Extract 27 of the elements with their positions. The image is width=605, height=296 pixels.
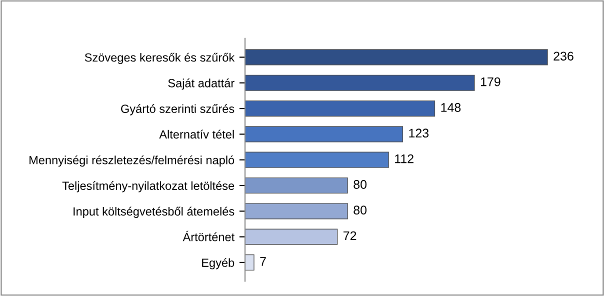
bar [245, 49, 548, 66]
y-tick-label: Teljesítmény-nyilatkozat letöltése [62, 181, 234, 192]
y-tick-label: Mennyiségi részletezés/felmérési napló [30, 155, 234, 167]
data-label: 72 [344, 231, 356, 240]
y-tick-label: Szöveges keresők és szűrők [84, 52, 235, 64]
data-label: 112 [395, 154, 414, 164]
data-label: 123 [409, 128, 429, 138]
bar [245, 152, 389, 168]
bar [245, 177, 348, 194]
data-label: 148 [441, 103, 461, 112]
y-tick-label: Alternatív tétel [159, 130, 234, 139]
bar [245, 126, 404, 142]
data-label: 80 [354, 206, 367, 215]
data-label: 80 [354, 180, 367, 189]
bar [245, 74, 475, 91]
data-label: 7 [260, 257, 266, 266]
data-label: 179 [480, 77, 500, 86]
y-tick-label: Saját adattár [168, 78, 234, 90]
y-tick-label: Input költségvetésből átemelés [74, 206, 234, 218]
bar [245, 100, 436, 117]
y-tick-label: Ártörténet [182, 230, 235, 242]
data-label: 236 [554, 52, 574, 61]
bar [245, 203, 348, 220]
bar [245, 254, 254, 271]
y-tick-label: Egyéb [202, 258, 234, 270]
bar [245, 228, 338, 245]
y-tick-label: Gyártó szerinti szűrés [121, 104, 234, 116]
